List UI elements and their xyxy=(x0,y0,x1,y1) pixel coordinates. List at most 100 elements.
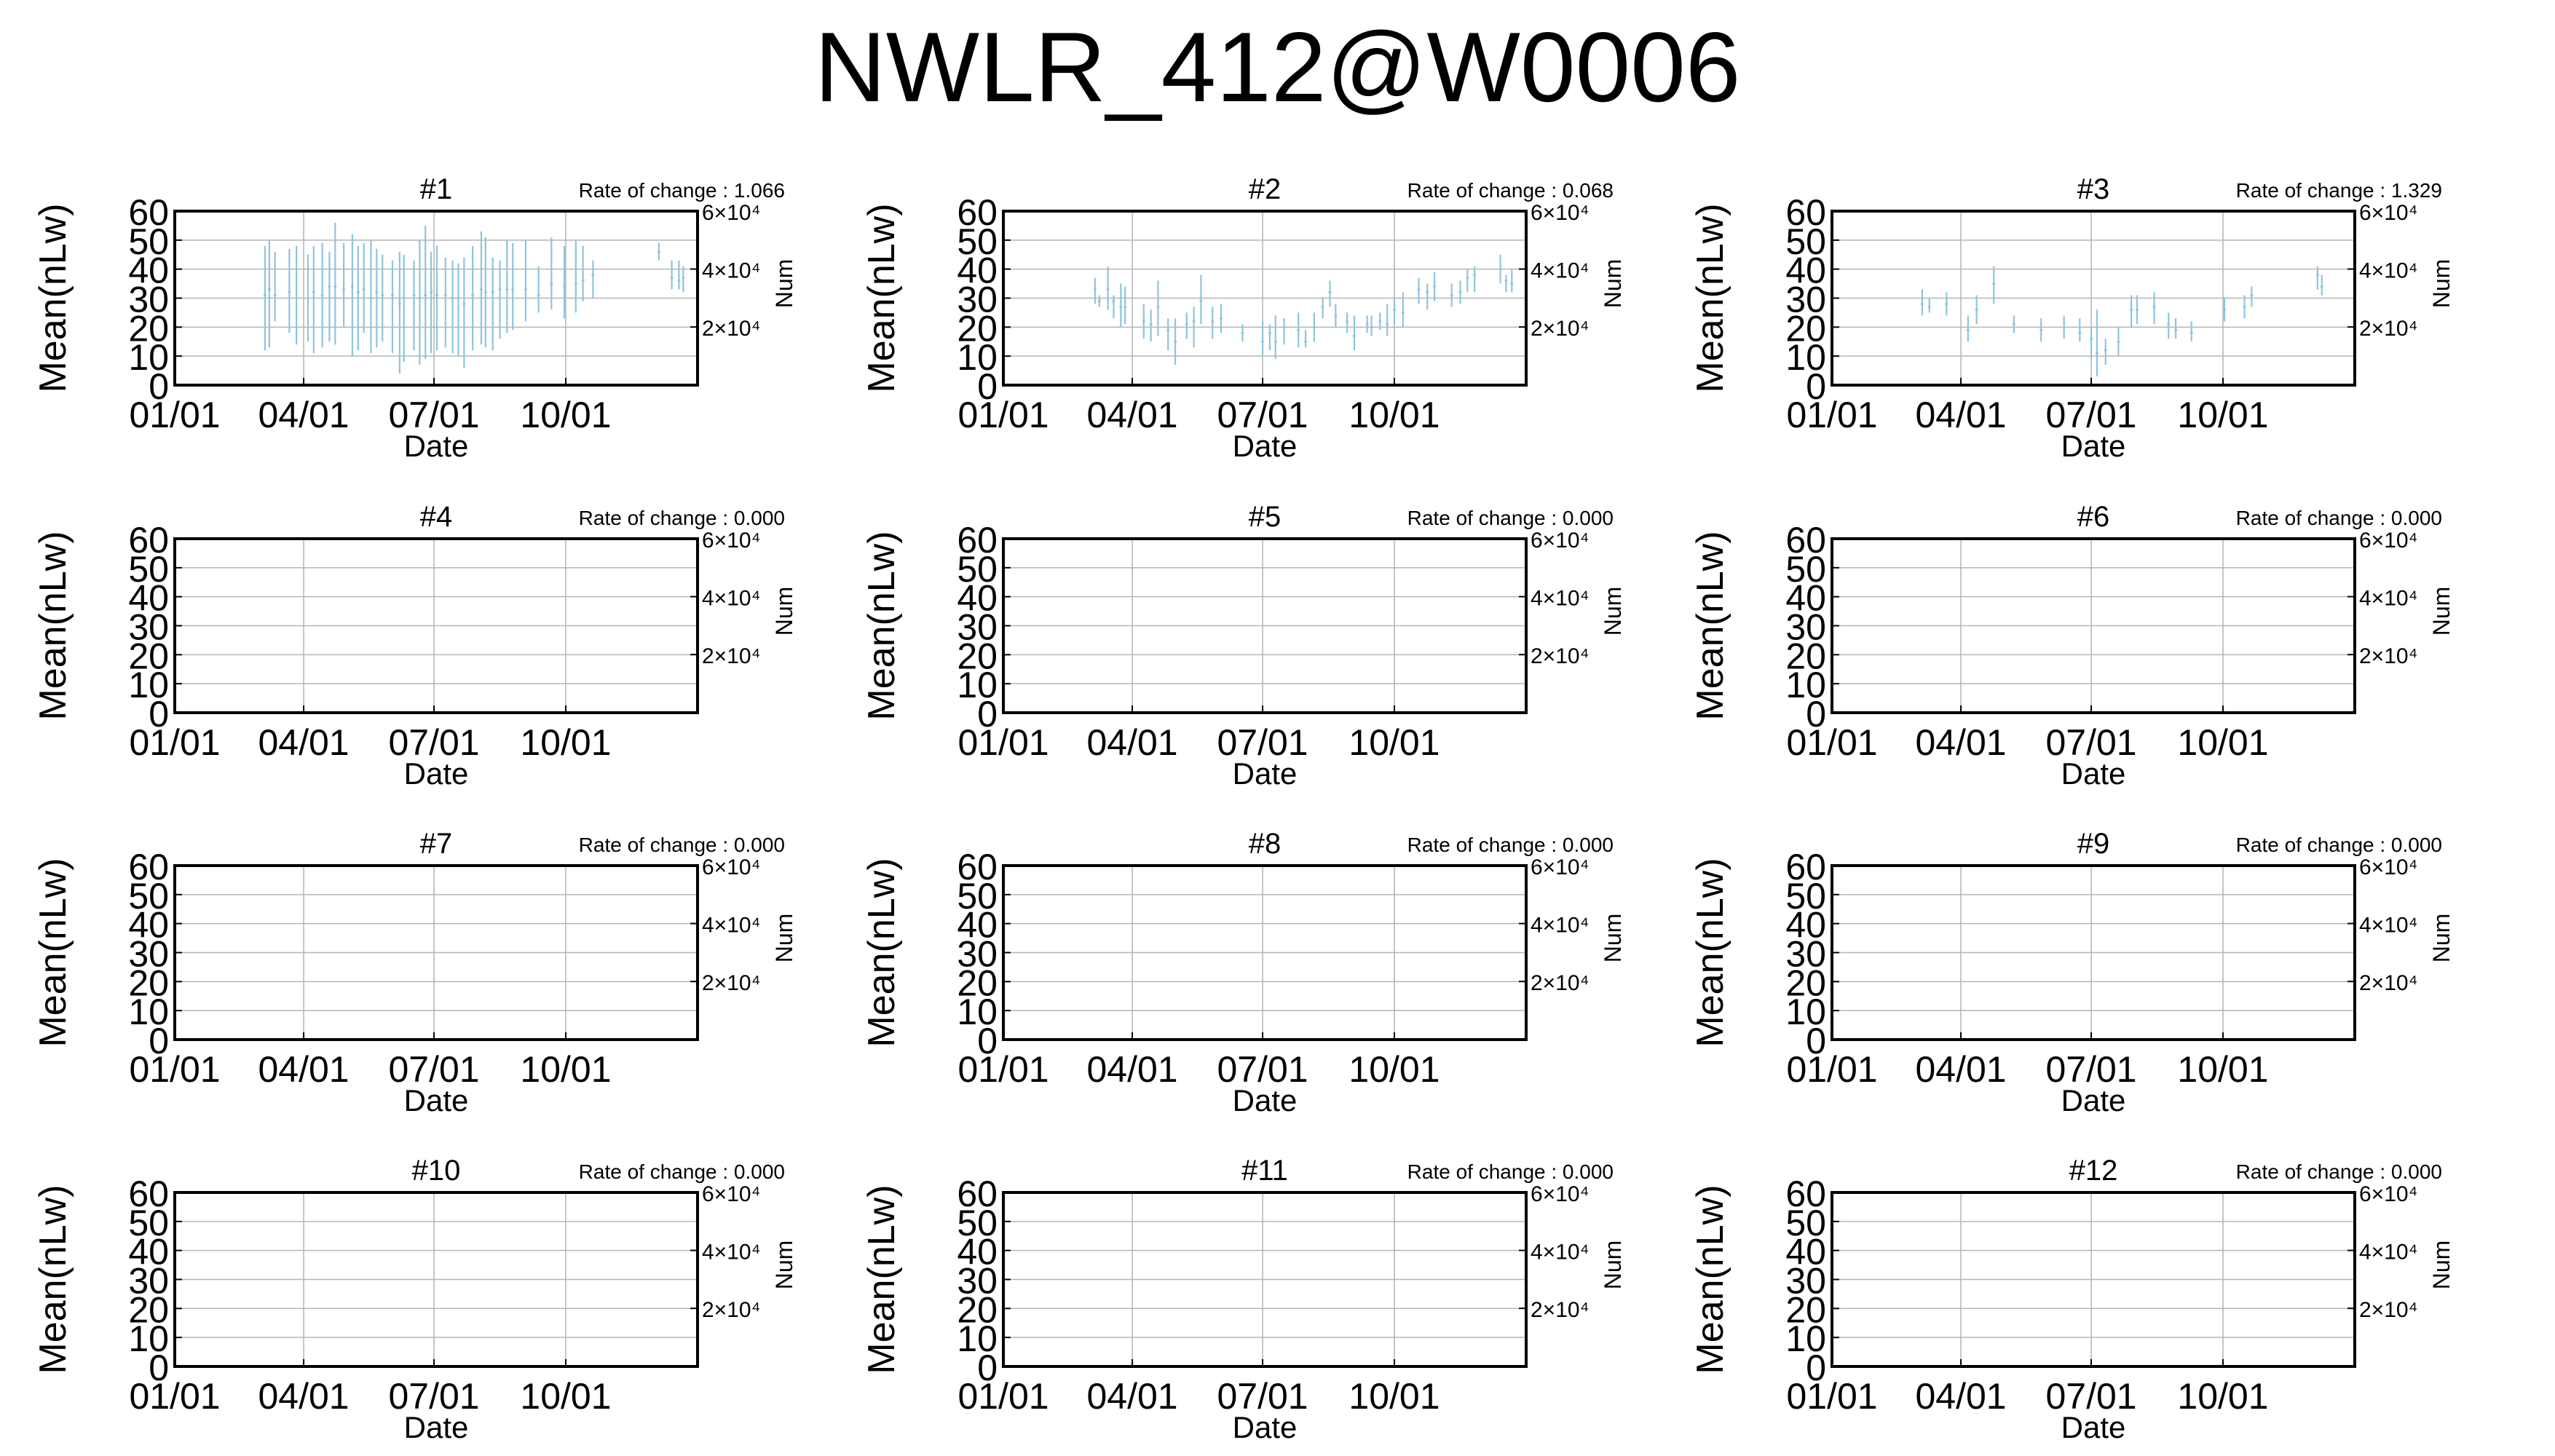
x-tick-label: 10/01 xyxy=(520,395,611,435)
x-axis-label: Date xyxy=(1233,1410,1298,1444)
y-tick-label: 50 xyxy=(957,549,998,590)
plot-frame xyxy=(1831,210,2356,387)
y-tick-label: 50 xyxy=(128,1203,169,1243)
y2-tick-label: 4×10⁴ xyxy=(1531,587,1589,611)
x-tick-label: 07/01 xyxy=(2045,395,2136,435)
y2-tick-label: 4×10⁴ xyxy=(702,1241,760,1265)
y-axis-label: Mean(nLw) xyxy=(1689,858,1731,1047)
y-axis-label: Mean(nLw) xyxy=(1689,1184,1731,1374)
x-tick-label: 04/01 xyxy=(1086,722,1177,763)
plot-frame xyxy=(1002,1191,1528,1368)
y-tick-label: 10 xyxy=(128,1318,169,1359)
y-axis-label: Mean(nLw) xyxy=(861,203,903,392)
y2-axis-label: Num xyxy=(2428,914,2455,963)
x-tick-label: 04/01 xyxy=(1086,1376,1177,1417)
y-axis-label: Mean(nLw) xyxy=(861,858,903,1047)
x-tick-label: 07/01 xyxy=(2045,1049,2136,1090)
x-tick-label: 10/01 xyxy=(2177,395,2268,435)
plot-frame xyxy=(173,1191,699,1368)
x-axis-label: Date xyxy=(2061,1410,2126,1444)
y-tick-label: 40 xyxy=(128,250,169,291)
y2-tick-label: 2×10⁴ xyxy=(2359,1298,2417,1322)
x-tick-label: 04/01 xyxy=(1086,1049,1177,1090)
y2-tick-label: 2×10⁴ xyxy=(702,317,760,341)
y-tick-label: 10 xyxy=(957,992,998,1032)
panel-title: #4 xyxy=(420,501,453,533)
y-tick-label: 0 xyxy=(1806,1021,1826,1061)
x-tick-label: 07/01 xyxy=(388,1049,479,1090)
y2-axis-label: Num xyxy=(771,259,797,309)
y-axis-label: Mean(nLw) xyxy=(32,203,74,392)
y-tick-label: 60 xyxy=(957,847,998,887)
y-tick-label: 60 xyxy=(957,192,998,233)
x-tick-label: 07/01 xyxy=(1217,395,1308,435)
y2-tick-label: 6×10⁴ xyxy=(2359,855,2417,879)
y-tick-label: 30 xyxy=(1785,934,1826,975)
x-tick-label: 01/01 xyxy=(1786,722,1877,763)
y2-tick-label: 4×10⁴ xyxy=(702,259,760,283)
y2-tick-label: 6×10⁴ xyxy=(1531,529,1589,553)
y2-tick-label: 4×10⁴ xyxy=(702,587,760,611)
x-tick-label: 10/01 xyxy=(520,722,611,763)
page-title: NWLR_412@W0006 xyxy=(814,12,1741,122)
x-axis-label: Date xyxy=(1233,429,1298,463)
y-tick-label: 0 xyxy=(977,694,998,735)
x-tick-label: 07/01 xyxy=(388,1376,479,1417)
y2-tick-label: 2×10⁴ xyxy=(1531,644,1589,668)
plot-frame xyxy=(1002,537,1528,714)
y-tick-label: 30 xyxy=(128,1261,169,1302)
x-tick-label: 10/01 xyxy=(2177,722,2268,763)
y-tick-label: 10 xyxy=(1785,665,1826,705)
x-tick-label: 10/01 xyxy=(1348,1376,1440,1417)
x-axis-label: Date xyxy=(404,1410,469,1444)
y-tick-label: 20 xyxy=(957,636,998,676)
y-tick-label: 30 xyxy=(957,607,998,648)
x-tick-label: 07/01 xyxy=(388,395,479,435)
y-tick-label: 0 xyxy=(977,1021,998,1061)
y-tick-label: 50 xyxy=(128,876,169,917)
y-tick-label: 10 xyxy=(128,337,169,378)
y2-tick-label: 2×10⁴ xyxy=(2359,971,2417,995)
y-tick-label: 30 xyxy=(1785,1261,1826,1302)
y-tick-label: 60 xyxy=(1785,520,1826,561)
y-tick-label: 40 xyxy=(1785,1232,1826,1273)
y-tick-label: 20 xyxy=(1785,308,1826,349)
x-tick-label: 01/01 xyxy=(957,722,1049,763)
rate-of-change-label: Rate of change : 0.000 xyxy=(579,834,785,856)
y-tick-label: 30 xyxy=(957,1261,998,1302)
y2-tick-label: 2×10⁴ xyxy=(702,644,760,668)
x-axis-label: Date xyxy=(404,756,469,791)
y2-tick-label: 6×10⁴ xyxy=(2359,1182,2417,1206)
y2-tick-label: 4×10⁴ xyxy=(2359,259,2417,283)
y2-axis-label: Num xyxy=(771,587,797,636)
x-tick-label: 04/01 xyxy=(1086,395,1177,435)
y-tick-label: 60 xyxy=(128,192,169,233)
rate-of-change-label: Rate of change : 0.000 xyxy=(1407,507,1614,529)
y2-tick-label: 4×10⁴ xyxy=(1531,1241,1589,1265)
x-tick-label: 04/01 xyxy=(1915,1049,2006,1090)
y-tick-label: 20 xyxy=(957,1289,998,1330)
y-tick-label: 30 xyxy=(128,607,169,648)
y2-axis-label: Num xyxy=(1600,914,1626,963)
y-axis-label: Mean(nLw) xyxy=(32,858,74,1047)
x-axis-label: Date xyxy=(1233,756,1298,791)
plot-frame xyxy=(173,210,699,387)
y-tick-label: 40 xyxy=(1785,250,1826,291)
panel-title: #6 xyxy=(2077,501,2110,533)
panel-title: #3 xyxy=(2077,173,2110,205)
y-tick-label: 0 xyxy=(977,1348,998,1388)
y-tick-label: 60 xyxy=(1785,1174,1826,1214)
x-tick-label: 10/01 xyxy=(520,1376,611,1417)
y-tick-label: 10 xyxy=(957,665,998,705)
y-tick-label: 10 xyxy=(957,337,998,378)
y2-axis-label: Num xyxy=(771,1241,797,1290)
rate-of-change-label: Rate of change : 0.000 xyxy=(1407,1160,1614,1183)
x-tick-label: 10/01 xyxy=(2177,1049,2268,1090)
y2-tick-label: 4×10⁴ xyxy=(2359,1241,2417,1265)
